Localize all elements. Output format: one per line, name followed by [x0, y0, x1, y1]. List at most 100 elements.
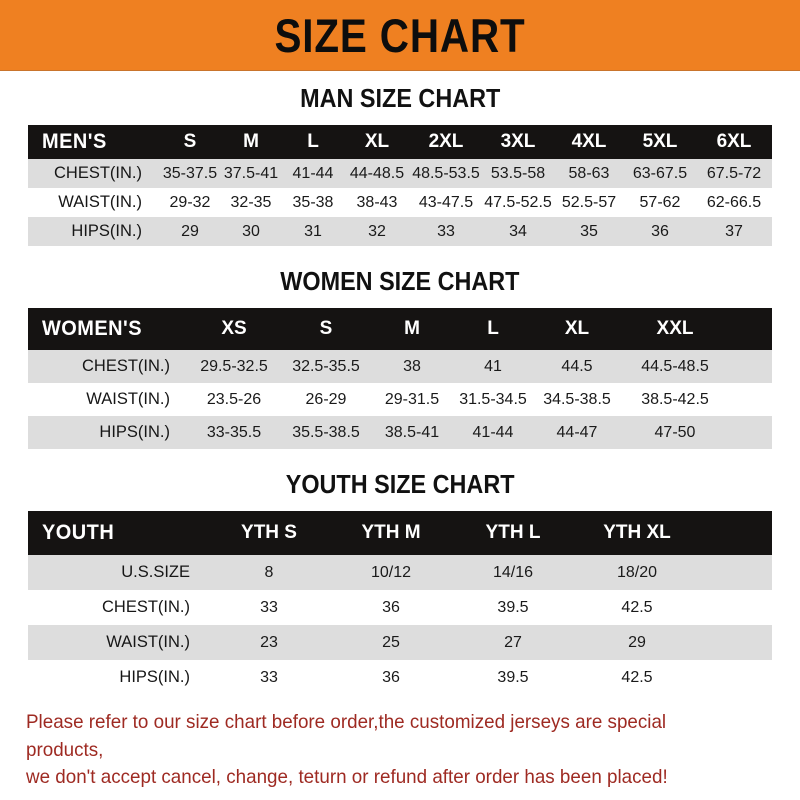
table-row: CHEST(IN.) 33 36 39.5 42.5 — [28, 590, 772, 625]
table-corner-label: WOMEN'S — [42, 317, 143, 340]
column-header-9: 6XL — [716, 131, 752, 152]
table-cell: 35-38 — [292, 193, 334, 211]
table-cell: 41-44 — [292, 164, 334, 182]
table-cell: 53.5-58 — [490, 164, 546, 182]
table-cell: 18/20 — [616, 563, 658, 581]
table-wrap-youth: YOUTH YTH S YTH M YTH L YTH XL U.S.SIZE 8 10/12… — [28, 511, 772, 695]
row-label: WAIST(IN.) — [58, 193, 142, 211]
order-policy-note-line-1: Please refer to our size chart before or… — [26, 710, 667, 761]
section-title-man: MAN SIZE CHART — [0, 85, 800, 111]
column-header-4: YTH XL — [603, 522, 671, 543]
column-header-3: M — [404, 318, 420, 339]
column-header-1: S — [183, 131, 197, 152]
table-cell-spacer — [700, 555, 772, 590]
section-youth: YOUTH SIZE CHART YOUTH YTH S YTH M YTH L YTH… — [0, 471, 800, 695]
table-cell: 23 — [260, 633, 278, 651]
column-header-1: XS — [221, 318, 247, 339]
section-title-women-text: WOMEN SIZE CHART — [280, 266, 520, 296]
table-cell: 29 — [628, 633, 646, 651]
column-header-4: L — [487, 318, 499, 339]
section-man: MAN SIZE CHART MEN'S S M L XL 2XL 3XL 4XL 5XL 6XL… — [0, 85, 800, 246]
column-header-5: XL — [564, 318, 590, 339]
table-cell: 29.5-32.5 — [200, 357, 268, 375]
table-cell: 52.5-57 — [561, 193, 617, 211]
order-policy-note-line-2: we don't accept cancel, change, teturn o… — [26, 766, 668, 789]
table-cell: 27 — [504, 633, 522, 651]
table-cell: 33 — [437, 222, 455, 240]
table-row: WAIST(IN.) 23.5-26 26-29 29-31.5 31.5-34.5 34… — [28, 383, 772, 416]
table-cell: 33-35.5 — [206, 423, 262, 441]
table-cell: 67.5-72 — [706, 164, 762, 182]
column-header-2: YTH M — [361, 522, 421, 543]
table-cell: 41 — [484, 357, 502, 375]
table-cell: 38.5-42.5 — [641, 390, 709, 408]
table-cell-spacer — [730, 350, 772, 383]
table-cell: 37.5-41 — [223, 164, 279, 182]
table-cell: 39.5 — [497, 598, 529, 616]
table-cell: 62-66.5 — [706, 193, 762, 211]
table-cell: 8 — [264, 563, 274, 581]
table-cell: 29 — [181, 222, 199, 240]
table-cell: 63-67.5 — [632, 164, 688, 182]
column-header-6: 3XL — [500, 131, 536, 152]
column-header-spacer — [730, 308, 772, 350]
table-cell: 35.5-38.5 — [292, 423, 360, 441]
table-cell: 36 — [382, 598, 400, 616]
table-cell: 25 — [382, 633, 400, 651]
row-label: HIPS(IN.) — [99, 423, 170, 441]
table-cell: 14/16 — [492, 563, 534, 581]
table-cell: 32 — [368, 222, 386, 240]
table-cell: 42.5 — [621, 668, 653, 686]
table-cell-spacer — [700, 590, 772, 625]
table-header-row: WOMEN'S XS S M L XL XXL — [28, 308, 772, 350]
table-cell: 38-43 — [356, 193, 398, 211]
table-cell: 34 — [509, 222, 527, 240]
table-cell: 42.5 — [621, 598, 653, 616]
column-header-4: XL — [364, 131, 390, 152]
table-cell: 57-62 — [639, 193, 681, 211]
table-cell-spacer — [730, 416, 772, 449]
table-wrap-women: WOMEN'S XS S M L XL XXL CHEST(IN.) 29.5-32.5 32.5… — [28, 308, 772, 449]
table-cell: 33 — [260, 668, 278, 686]
size-table-women: WOMEN'S XS S M L XL XXL CHEST(IN.) 29.5-32.5 32.5… — [28, 308, 772, 449]
column-header-3: YTH L — [485, 522, 541, 543]
table-cell: 36 — [382, 668, 400, 686]
table-cell: 33 — [260, 598, 278, 616]
table-cell: 44.5-48.5 — [641, 357, 709, 375]
table-cell-spacer — [730, 383, 772, 416]
table-cell: 34.5-38.5 — [543, 390, 611, 408]
section-women: WOMEN SIZE CHART WOMEN'S XS S M L XL XXL CHEST(… — [0, 268, 800, 449]
table-row: CHEST(IN.) 29.5-32.5 32.5-35.5 38 41 44.5 44.5… — [28, 350, 772, 383]
row-label: WAIST(IN.) — [86, 390, 170, 408]
column-header-5: 2XL — [428, 131, 464, 152]
row-label: U.S.SIZE — [121, 563, 190, 581]
table-cell: 44-48.5 — [349, 164, 405, 182]
order-policy-note: Please refer to our size chart before or… — [0, 709, 800, 792]
row-label: WAIST(IN.) — [106, 633, 190, 651]
section-title-youth-text: YOUTH SIZE CHART — [285, 469, 515, 499]
table-cell: 23.5-26 — [206, 390, 262, 408]
table-cell: 29-32 — [169, 193, 211, 211]
table-row: WAIST(IN.) 23 25 27 29 — [28, 625, 772, 660]
table-cell: 44-47 — [556, 423, 598, 441]
column-header-7: 4XL — [571, 131, 607, 152]
table-cell: 35 — [580, 222, 598, 240]
column-header-3: L — [307, 131, 319, 152]
row-label: CHEST(IN.) — [54, 164, 142, 182]
table-cell: 31 — [304, 222, 322, 240]
table-cell: 38.5-41 — [384, 423, 440, 441]
column-header-1: YTH S — [241, 522, 297, 543]
table-row: HIPS(IN.) 33 36 39.5 42.5 — [28, 660, 772, 695]
table-cell: 29-31.5 — [384, 390, 440, 408]
table-cell: 48.5-53.5 — [412, 164, 480, 182]
table-cell: 38 — [403, 357, 421, 375]
column-header-6: XXL — [656, 318, 694, 339]
page-title: SIZE CHART — [274, 8, 526, 62]
table-header-row: YOUTH YTH S YTH M YTH L YTH XL — [28, 511, 772, 555]
table-row: CHEST(IN.) 35-37.5 37.5-41 41-44 44-48.5 48.5… — [28, 159, 772, 188]
size-table-youth: YOUTH YTH S YTH M YTH L YTH XL U.S.SIZE 8 10/12… — [28, 511, 772, 695]
table-cell: 32.5-35.5 — [292, 357, 360, 375]
row-label: HIPS(IN.) — [71, 222, 142, 240]
table-header-row: MEN'S S M L XL 2XL 3XL 4XL 5XL 6XL — [28, 125, 772, 159]
table-cell: 43-47.5 — [418, 193, 474, 211]
